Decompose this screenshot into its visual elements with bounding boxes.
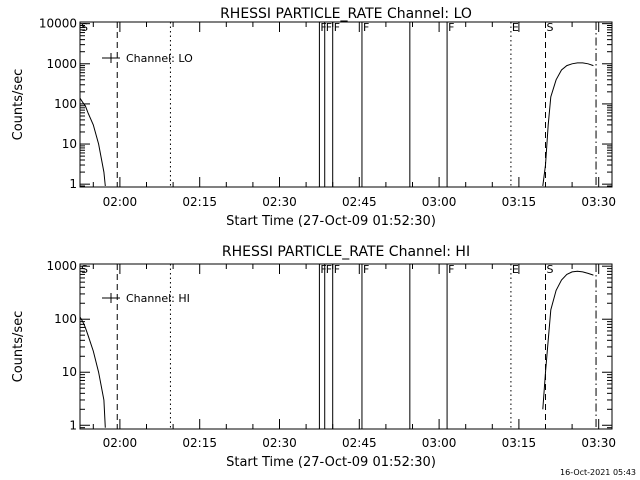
- x-tick-label: 03:00: [422, 195, 457, 209]
- event-flag-f: F: [363, 21, 369, 34]
- legend-label: Channel: LO: [126, 52, 193, 65]
- x-axis-label: Start Time (27-Oct-09 01:52:30): [226, 214, 436, 229]
- x-tick-label: 03:00: [422, 436, 457, 450]
- y-axis-label: Counts/sec: [11, 311, 26, 383]
- event-flag-f: F: [320, 21, 326, 34]
- event-flag-s: S: [81, 263, 88, 276]
- data-series-line: [542, 270, 594, 410]
- y-tick-label: 10: [62, 365, 77, 379]
- y-tick-label: 100: [54, 312, 77, 326]
- x-tick-label: 02:15: [182, 195, 217, 209]
- x-tick-label: 02:30: [262, 195, 297, 209]
- y-tick-label: 1: [69, 418, 77, 432]
- event-flag-f: F: [334, 263, 340, 276]
- event-flag-f: F: [448, 21, 454, 34]
- event-flag-s: S: [81, 21, 88, 34]
- x-tick-label: 02:15: [182, 436, 217, 450]
- x-tick-label: 02:00: [103, 195, 138, 209]
- x-tick-label: 02:30: [262, 436, 297, 450]
- event-flag-s: S: [547, 263, 554, 276]
- event-flag-f: F: [334, 21, 340, 34]
- event-flag-e: E: [512, 263, 519, 276]
- event-flag-f: F: [363, 263, 369, 276]
- y-tick-label: 1000: [46, 259, 77, 273]
- event-flag-f: F: [320, 263, 326, 276]
- x-tick-label: 03:30: [581, 195, 616, 209]
- event-flag-s: S: [547, 21, 554, 34]
- y-tick-label: 1: [69, 177, 77, 191]
- timestamp-label: 16-Oct-2021 05:43: [560, 468, 636, 477]
- y-tick-label: 10000: [39, 17, 77, 31]
- data-series-line: [542, 62, 594, 187]
- event-flag-e: E: [512, 21, 519, 34]
- event-flag-f: F: [326, 263, 332, 276]
- y-tick-label: 100: [54, 97, 77, 111]
- plot-frame: [79, 21, 613, 188]
- x-tick-label: 02:45: [342, 436, 377, 450]
- chart-title: RHESSI PARTICLE_RATE Channel: HI: [222, 244, 470, 260]
- event-flag-f: F: [448, 263, 454, 276]
- x-tick-label: 03:30: [581, 436, 616, 450]
- event-flag-f: F: [326, 21, 332, 34]
- chart-title: RHESSI PARTICLE_RATE Channel: LO: [220, 6, 472, 22]
- chart-panel-lo: RHESSI PARTICLE_RATE Channel: LO 1 10 100 10…: [11, 6, 616, 229]
- legend-label: Channel: HI: [126, 292, 190, 305]
- y-tick-label: 1000: [46, 57, 77, 71]
- data-series-line: [79, 316, 106, 428]
- x-tick-label: 03:15: [502, 195, 537, 209]
- x-axis-label: Start Time (27-Oct-09 01:52:30): [226, 455, 436, 470]
- x-tick-label: 02:00: [103, 436, 138, 450]
- x-tick-label: 02:45: [342, 195, 377, 209]
- chart-panel-hi: RHESSI PARTICLE_RATE Channel: HI 1 10 100 10…: [11, 244, 616, 470]
- x-tick-label: 03:15: [502, 436, 537, 450]
- y-axis-label: Counts/sec: [11, 69, 26, 141]
- data-series-line: [79, 97, 106, 187]
- y-tick-label: 10: [62, 137, 77, 151]
